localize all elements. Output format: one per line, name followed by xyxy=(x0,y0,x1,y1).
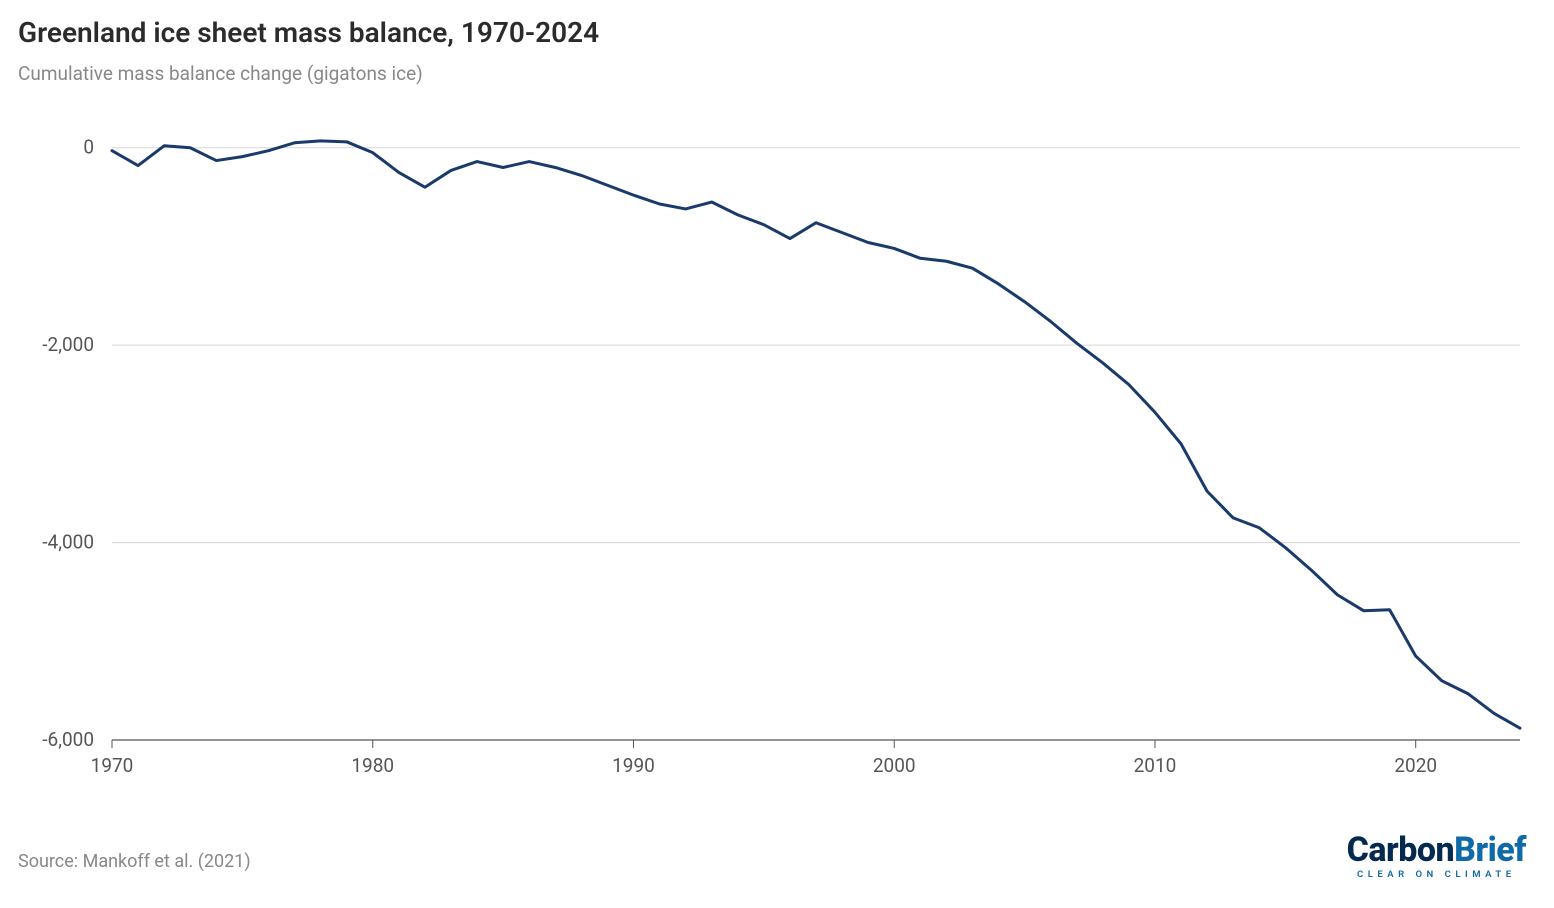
svg-text:0: 0 xyxy=(83,136,94,159)
svg-text:1990: 1990 xyxy=(612,754,655,777)
logo-part1: Carbon xyxy=(1347,830,1455,870)
logo-part2: Brief xyxy=(1454,830,1526,870)
source-text: Source: Mankoff et al. (2021) xyxy=(18,851,251,872)
svg-text:2010: 2010 xyxy=(1134,754,1177,777)
gridlines xyxy=(112,148,1520,740)
svg-text:1970: 1970 xyxy=(91,754,134,777)
carbonbrief-logo: CarbonBrief CLEAR ON CLIMATE xyxy=(1347,833,1526,880)
x-axis: 1970 1980 1990 2000 2010 2020 xyxy=(91,148,1520,777)
svg-text:-6,000: -6,000 xyxy=(42,728,94,751)
svg-text:-4,000: -4,000 xyxy=(42,531,94,554)
svg-text:2020: 2020 xyxy=(1394,754,1437,777)
svg-text:2000: 2000 xyxy=(873,754,916,777)
svg-text:1980: 1980 xyxy=(351,754,394,777)
y-axis: 0 -2,000 -4,000 -6,000 xyxy=(42,136,94,751)
line-chart: 0 -2,000 -4,000 -6,000 1970 1980 1990 2000 2010… xyxy=(0,0,1554,908)
mass-balance-line xyxy=(112,141,1520,728)
logo-tagline: CLEAR ON CLIMATE xyxy=(1347,869,1526,880)
svg-text:-2,000: -2,000 xyxy=(42,333,94,356)
